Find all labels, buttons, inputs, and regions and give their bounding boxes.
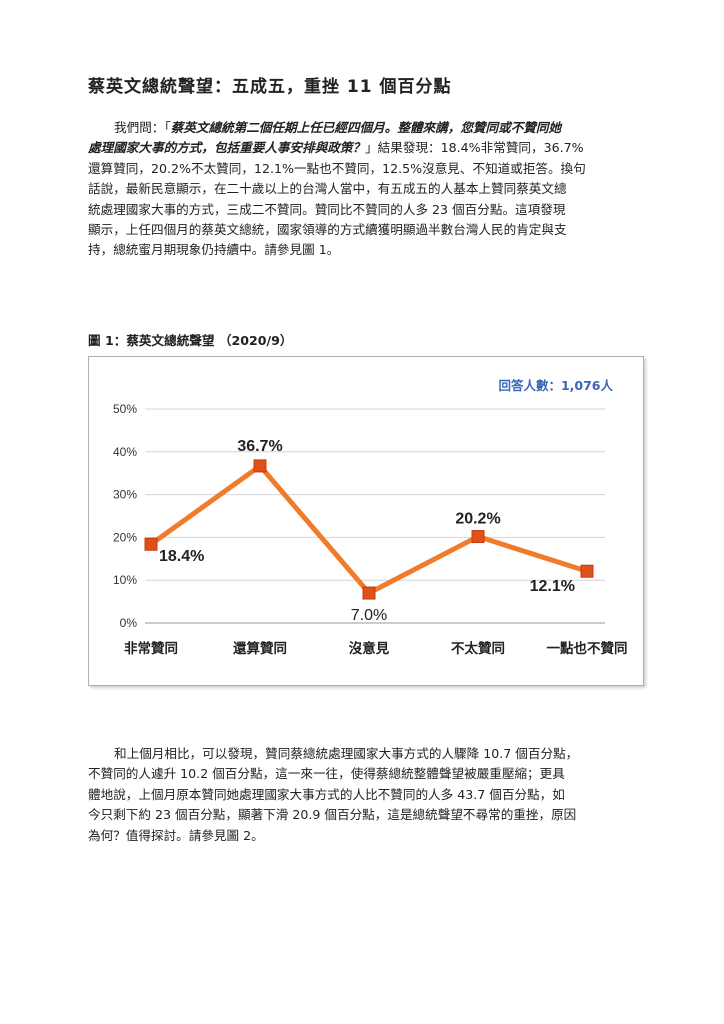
paragraph-1-line-3: 還算贊同，20.2%不太贊同，12.1%一點也不贊同，12.5%沒意見、不知道或…: [88, 160, 586, 176]
data-point: [144, 537, 158, 551]
data-point: [362, 586, 376, 600]
data-label: 20.2%: [455, 511, 500, 528]
paragraph-1: 我們問：「蔡英文總統第二個任期上任已經四個月。整體來講，您贊同或不贊同她 處理國…: [88, 118, 644, 261]
paragraph-1-lead: 我們問：「: [114, 120, 171, 135]
paragraph-1-line-4: 話說，最新民意顯示，在二十歲以上的台灣人當中，有五成五的人基本上贊同蔡英文總: [88, 181, 567, 197]
respondent-count: 回答人數：1,076人: [498, 378, 613, 393]
x-category-label: 一點也不贊同: [547, 640, 628, 657]
data-point: [580, 564, 594, 578]
survey-question-line-1: 蔡英文總統第二個任期上任已經四個月。整體來講，您贊同或不贊同她: [170, 120, 562, 135]
y-tick-label: 40%: [113, 445, 137, 459]
x-category-label: 沒意見: [349, 640, 390, 657]
data-label: 18.4%: [159, 548, 204, 565]
page-title: 蔡英文總統聲望：五成五，重挫 11 個百分點: [88, 77, 452, 97]
data-point: [471, 530, 485, 544]
paragraph-1-line-5: 統處理國家大事的方式，三成二不贊同。贊同比不贊同的人多 23 個百分點。這項發現: [88, 201, 566, 217]
x-category-label: 不太贊同: [451, 640, 505, 657]
approval-line-chart: 0% 10% 20% 30% 40% 50% 18.4% 36.7% 7.0% 20.2% 12.1…: [113, 402, 628, 657]
series-line: [148, 463, 590, 596]
y-tick-label: 10%: [113, 573, 137, 587]
x-category-label: 還算贊同: [233, 640, 287, 657]
x-category-label: 非常贊同: [124, 640, 178, 657]
paragraph-2: 和上個月相比，可以發現，贊同蔡總統處理國家大事方式的人驟降 10.7 個百分點，…: [88, 744, 644, 846]
figure-1-caption: 圖 1：蔡英文總統聲望 （2020/9）: [88, 333, 293, 348]
y-tick-label: 30%: [113, 488, 137, 502]
paragraph-1-results: 」結果發現：18.4%非常贊同，36.7%: [365, 140, 584, 156]
data-label: 7.0%: [351, 607, 387, 624]
paragraph-2-line-1: 和上個月相比，可以發現，贊同蔡總統處理國家大事方式的人驟降 10.7 個百分點，: [114, 746, 579, 761]
paragraph-1-line-6: 顯示，上任四個月的蔡英文總統，國家領導的方式續獲明顯過半數台灣人民的肯定與支: [88, 222, 567, 238]
approval-chart: 0% 10% 20% 30% 40% 50% 18.4% 36.7% 7.0% 20.2% 12.1…: [88, 356, 644, 686]
data-label: 36.7%: [237, 438, 282, 455]
survey-question-line-2: 處理國家大事的方式，包括重要人事安排與政策？: [88, 140, 366, 156]
y-tick-label: 0%: [120, 616, 138, 630]
y-tick-label: 20%: [113, 530, 137, 544]
y-tick-label: 50%: [113, 402, 137, 416]
paragraph-2-line-3: 體地說，上個月原本贊同她處理國家大事方式的人比不贊同的人多 43.7 個百分點，…: [88, 786, 565, 802]
paragraph-2-line-2: 不贊同的人遽升 10.2 個百分點，這一來一往，使得蔡總統整體聲望被嚴重壓縮；更…: [88, 766, 565, 782]
data-label: 12.1%: [530, 578, 575, 595]
paragraph-1-line-7: 持，總統蜜月期現象仍持續中。請參見圖 1。: [88, 242, 340, 258]
paragraph-2-line-4: 今只剩下約 23 個百分點，顯著下滑 20.9 個百分點，這是總統聲望不尋常的重…: [88, 807, 577, 823]
data-point: [253, 459, 267, 473]
paragraph-2-line-5: 為何？值得探討。請參見圖 2。: [88, 827, 264, 843]
